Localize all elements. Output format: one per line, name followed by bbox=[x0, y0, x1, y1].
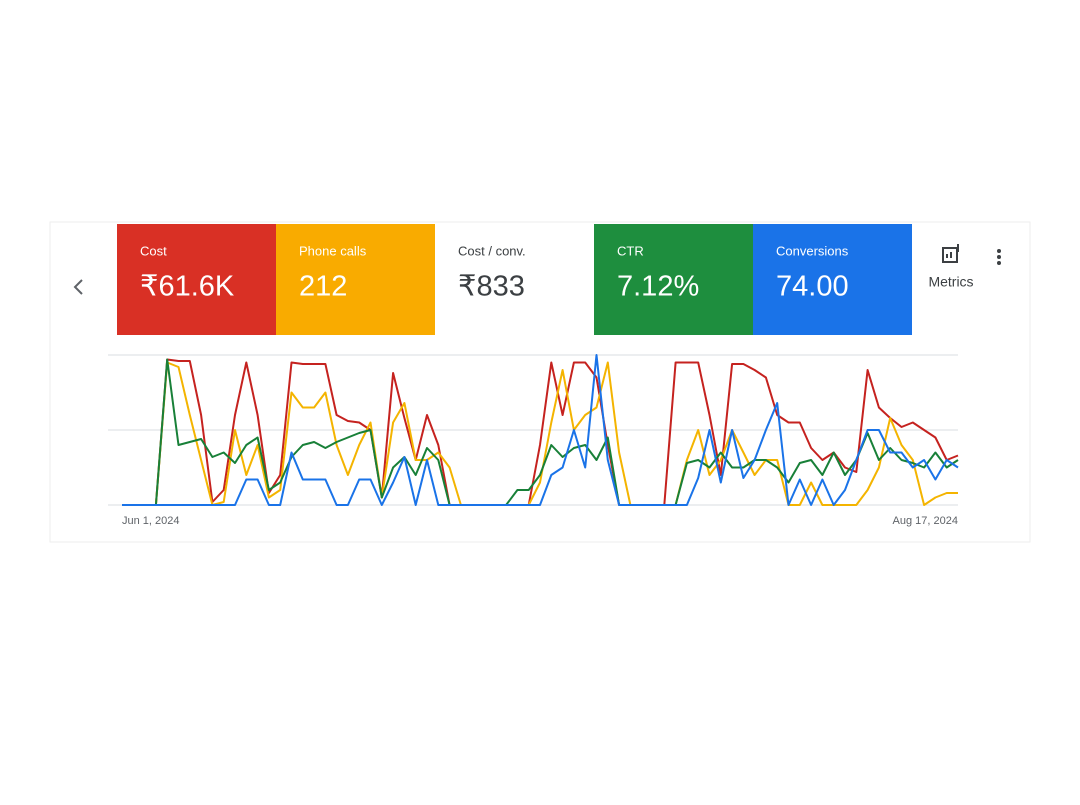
prev-arrow[interactable] bbox=[73, 279, 83, 295]
metric-value: 212 bbox=[299, 271, 347, 303]
more-menu[interactable] bbox=[997, 249, 1001, 265]
x-tick-label: Aug 17, 2024 bbox=[893, 515, 958, 527]
series-line bbox=[122, 358, 959, 506]
metric-card[interactable] bbox=[594, 224, 753, 335]
series-line bbox=[122, 361, 958, 506]
metric-card[interactable] bbox=[753, 224, 912, 335]
series-line bbox=[122, 354, 959, 506]
metric-value: ₹833 bbox=[458, 271, 525, 303]
series-line bbox=[122, 358, 959, 506]
metric-value: 74.00 bbox=[776, 271, 849, 303]
metric-label: Phone calls bbox=[299, 243, 367, 258]
metrics-icon[interactable] bbox=[942, 244, 959, 263]
metric-label: Cost bbox=[140, 243, 167, 258]
metric-value: 7.12% bbox=[617, 271, 699, 303]
metric-card[interactable] bbox=[117, 224, 276, 335]
metric-card[interactable] bbox=[435, 224, 594, 335]
metric-value: ₹61.6K bbox=[140, 271, 235, 303]
metrics-button[interactable]: Metrics bbox=[928, 274, 973, 290]
metric-label: Conversions bbox=[776, 243, 849, 258]
x-tick-label: Jun 1, 2024 bbox=[122, 515, 180, 527]
metric-label: CTR bbox=[617, 243, 644, 258]
metric-label: Cost / conv. bbox=[458, 243, 526, 258]
metric-card[interactable] bbox=[276, 224, 435, 335]
